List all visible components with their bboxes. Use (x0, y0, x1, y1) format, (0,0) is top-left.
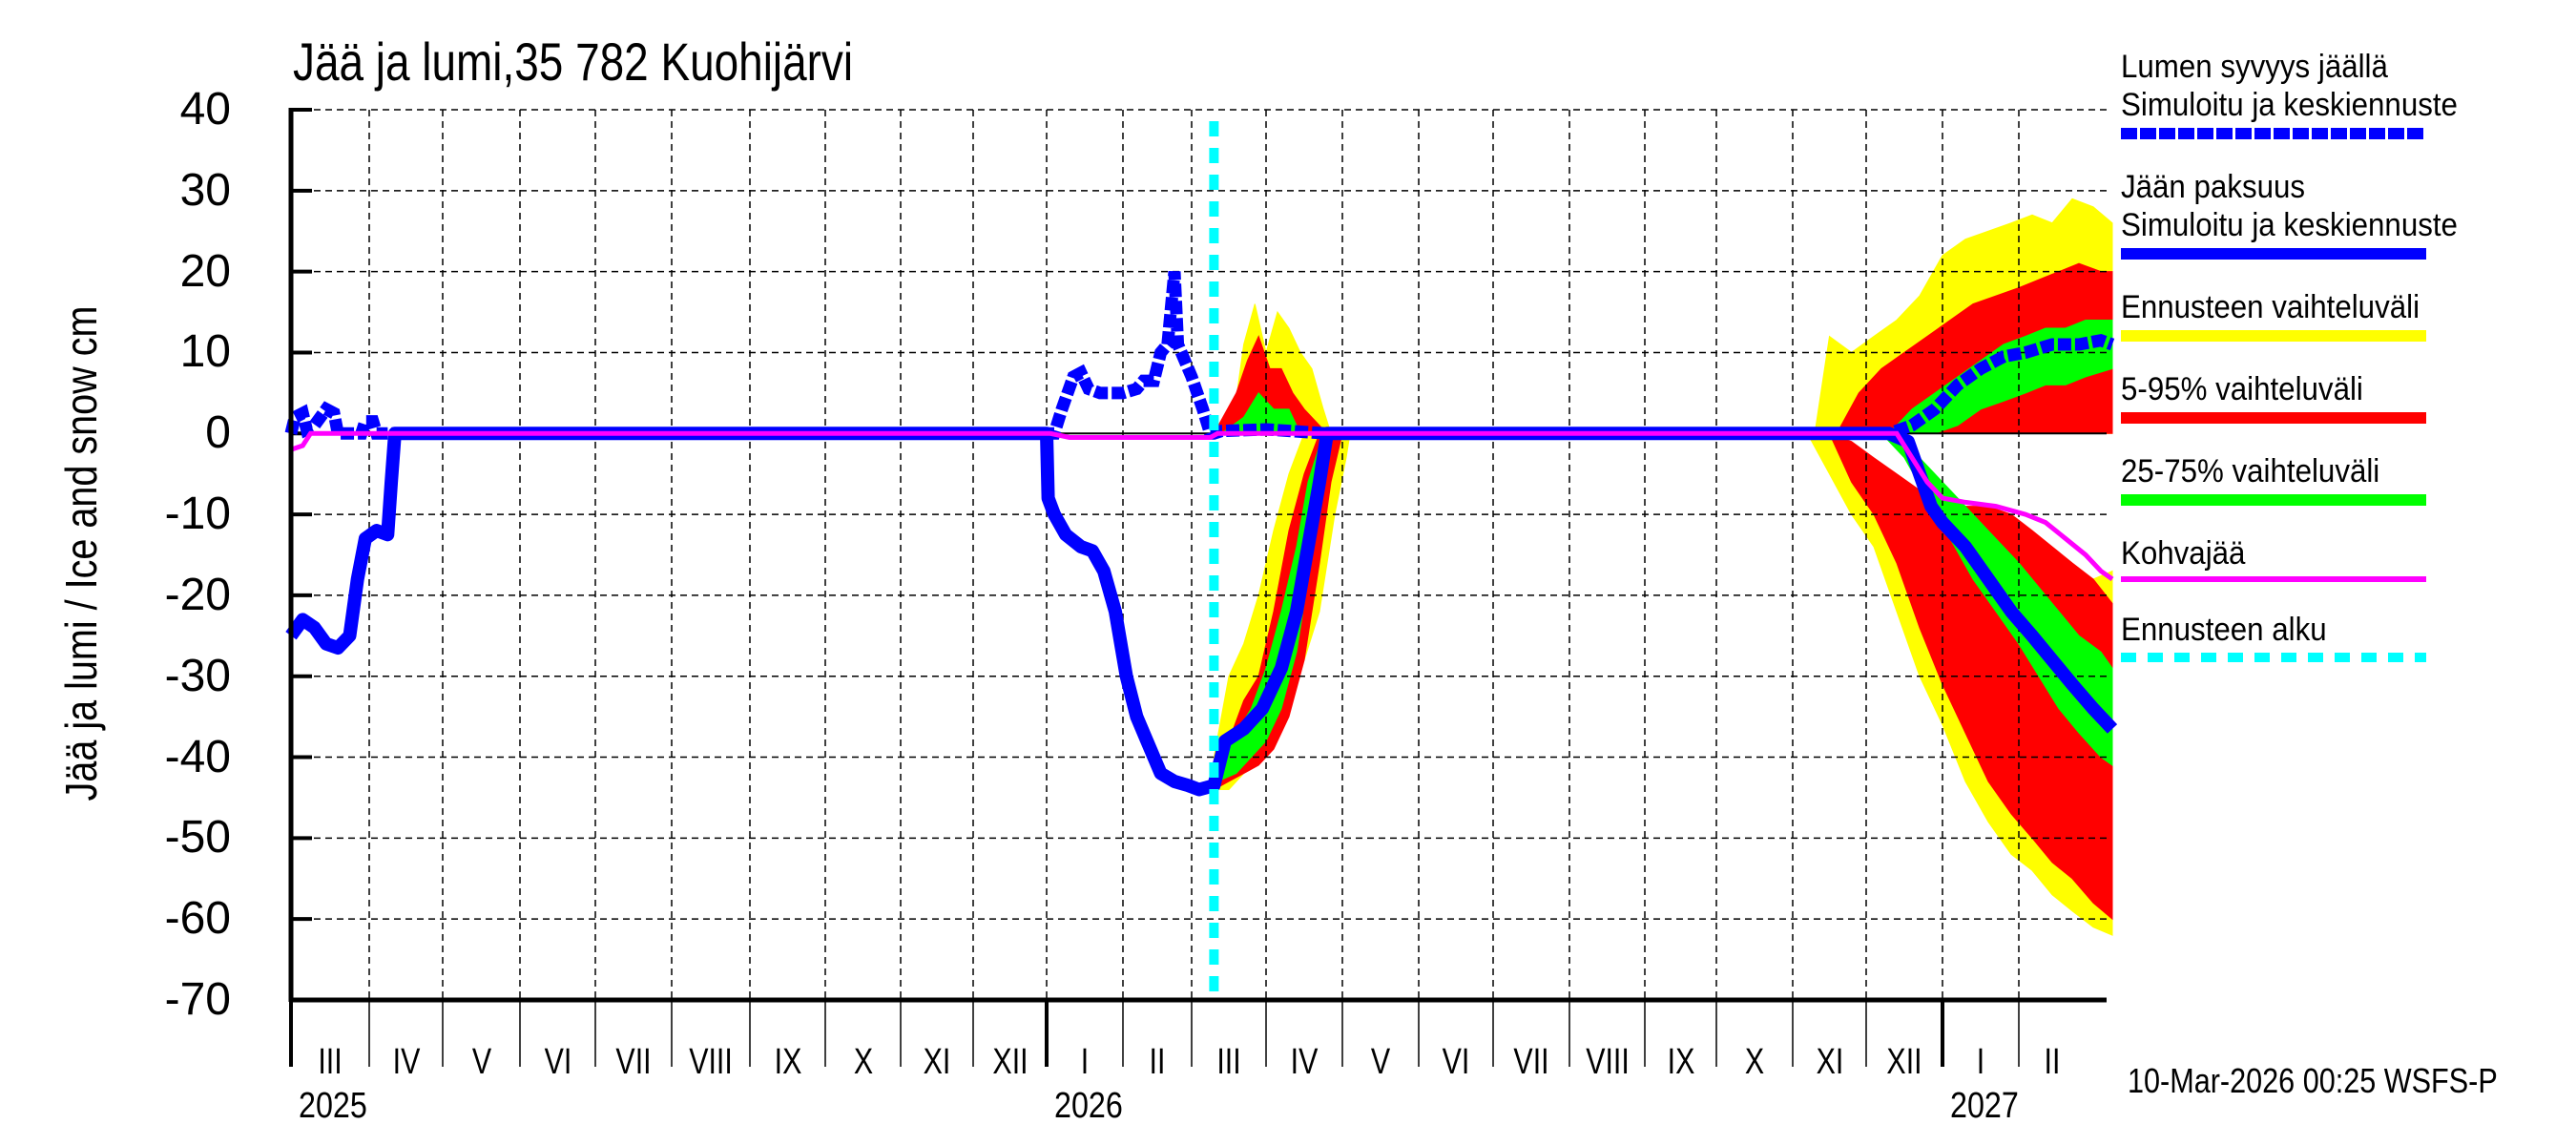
month-label: IX (774, 1042, 801, 1082)
legend: Lumen syvyys jäällä Simuloitu ja keskienn… (2121, 48, 2560, 691)
y-tick-label: -20 (164, 569, 231, 620)
legend-item: 5-95% vaihteluväli (2121, 370, 2560, 424)
data-series (284, 121, 2118, 1000)
y-tick-label: -50 (164, 812, 231, 864)
month-label: V (1370, 1042, 1391, 1082)
month-label: VIII (689, 1042, 733, 1082)
month-label: IX (1667, 1042, 1694, 1082)
timestamp: 10-Mar-2026 00:25 WSFS-P (2128, 1061, 2498, 1100)
legend-label: 25-75% vaihteluväli (2121, 453, 2380, 489)
month-label: I (1080, 1042, 1090, 1082)
legend-label: Lumen syvyys jäällä (2121, 49, 2388, 85)
legend-swatch (2121, 128, 2426, 139)
axes (288, 108, 2107, 1067)
month-label: XI (1816, 1042, 1843, 1082)
slush-ice-line (290, 430, 2114, 581)
year-label: 2025 (299, 1086, 367, 1126)
month-label: X (853, 1042, 873, 1082)
legend-swatch (2121, 412, 2426, 424)
y-tick-label: 30 (179, 164, 231, 216)
month-label: X (1744, 1042, 1765, 1082)
legend-label: 5-95% vaihteluväli (2121, 371, 2363, 407)
legend-swatch (2121, 653, 2426, 662)
legend-item: Kohvajää (2121, 534, 2560, 582)
y-tick-label: -10 (164, 489, 231, 540)
month-label: IV (1290, 1042, 1319, 1082)
month-label: III (318, 1042, 343, 1082)
legend-swatch (2121, 576, 2426, 582)
legend-item: Jään paksuus Simuloitu ja keskiennuste (2121, 168, 2560, 260)
legend-swatch (2121, 248, 2426, 260)
month-label: II (1149, 1042, 1166, 1082)
y-tick-label: -70 (164, 974, 231, 1025)
month-label: XI (923, 1042, 951, 1082)
legend-item: Ennusteen alku (2121, 611, 2560, 662)
y-tick-label: 20 (179, 245, 231, 297)
y-tick-label: 10 (179, 326, 231, 378)
month-label: VI (544, 1042, 571, 1082)
legend-label: Kohvajää (2121, 535, 2246, 572)
legend-item: Lumen syvyys jäällä Simuloitu ja keskienn… (2121, 48, 2560, 139)
chart-title: Jää ja lumi,35 782 Kuohijärvi (293, 31, 854, 92)
legend-swatch (2121, 494, 2426, 506)
year-label: 2027 (1950, 1086, 2019, 1126)
legend-label: Ennusteen vaihteluväli (2121, 289, 2420, 325)
y-tick-label: -60 (164, 893, 231, 945)
month-label: VIII (1585, 1042, 1630, 1082)
y-tick-label: -40 (164, 731, 231, 782)
legend-item: Ennusteen vaihteluväli (2121, 288, 2560, 342)
month-label: VII (1513, 1042, 1549, 1082)
month-label: IV (392, 1042, 420, 1082)
year-label: 2026 (1054, 1086, 1123, 1126)
month-label: XII (1886, 1042, 1922, 1082)
month-label: XII (991, 1042, 1028, 1082)
y-tick-label: 0 (205, 407, 231, 459)
y-tick-label: 40 (179, 84, 231, 135)
month-label: VI (1442, 1042, 1470, 1082)
month-label: V (471, 1042, 491, 1082)
legend-label: Jään paksuus (2121, 169, 2306, 205)
legend-label: Simuloitu ja keskiennuste (2121, 87, 2458, 123)
month-label: I (1976, 1042, 1985, 1082)
grid-lines (291, 108, 2107, 1000)
legend-label: Ennusteen alku (2121, 612, 2327, 648)
legend-label: Simuloitu ja keskiennuste (2121, 207, 2458, 243)
month-label: III (1216, 1042, 1241, 1082)
ice-thickness-line (285, 427, 2118, 797)
month-label: II (2044, 1042, 2061, 1082)
month-label: VII (615, 1042, 652, 1082)
legend-item: 25-75% vaihteluväli (2121, 452, 2560, 506)
legend-swatch (2121, 330, 2426, 342)
y-tick-label: -30 (164, 650, 231, 701)
